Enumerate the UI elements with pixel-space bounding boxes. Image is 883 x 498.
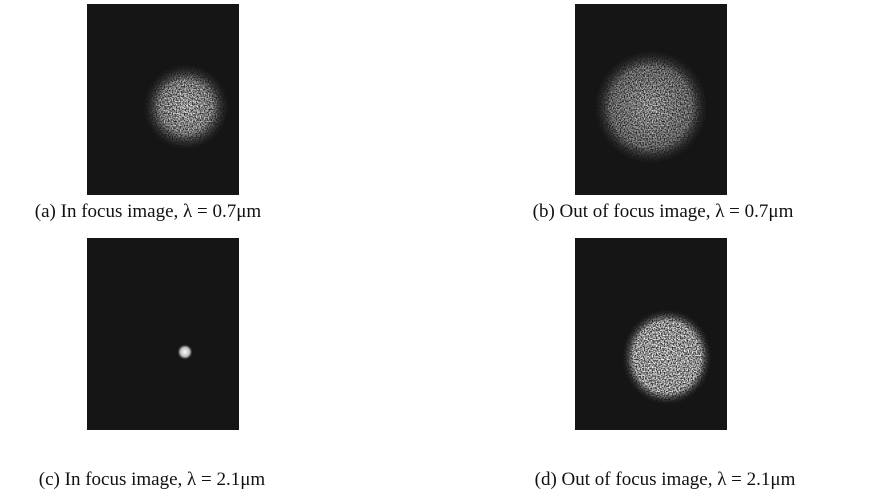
image-c xyxy=(87,238,239,430)
image-a xyxy=(87,4,239,195)
image-d xyxy=(575,238,727,430)
caption: (b) Out of focus image, λ = 0.7μm xyxy=(443,201,883,223)
caption: (d) Out of focus image, λ = 2.1μm xyxy=(445,469,883,491)
caption: (a) In focus image, λ = 0.7μm xyxy=(0,201,368,223)
image-b xyxy=(575,4,727,195)
page: {"figure": {"panels": [ {"caption": "(a)… xyxy=(0,0,883,498)
caption: (c) In focus image, λ = 2.1μm xyxy=(0,469,372,491)
